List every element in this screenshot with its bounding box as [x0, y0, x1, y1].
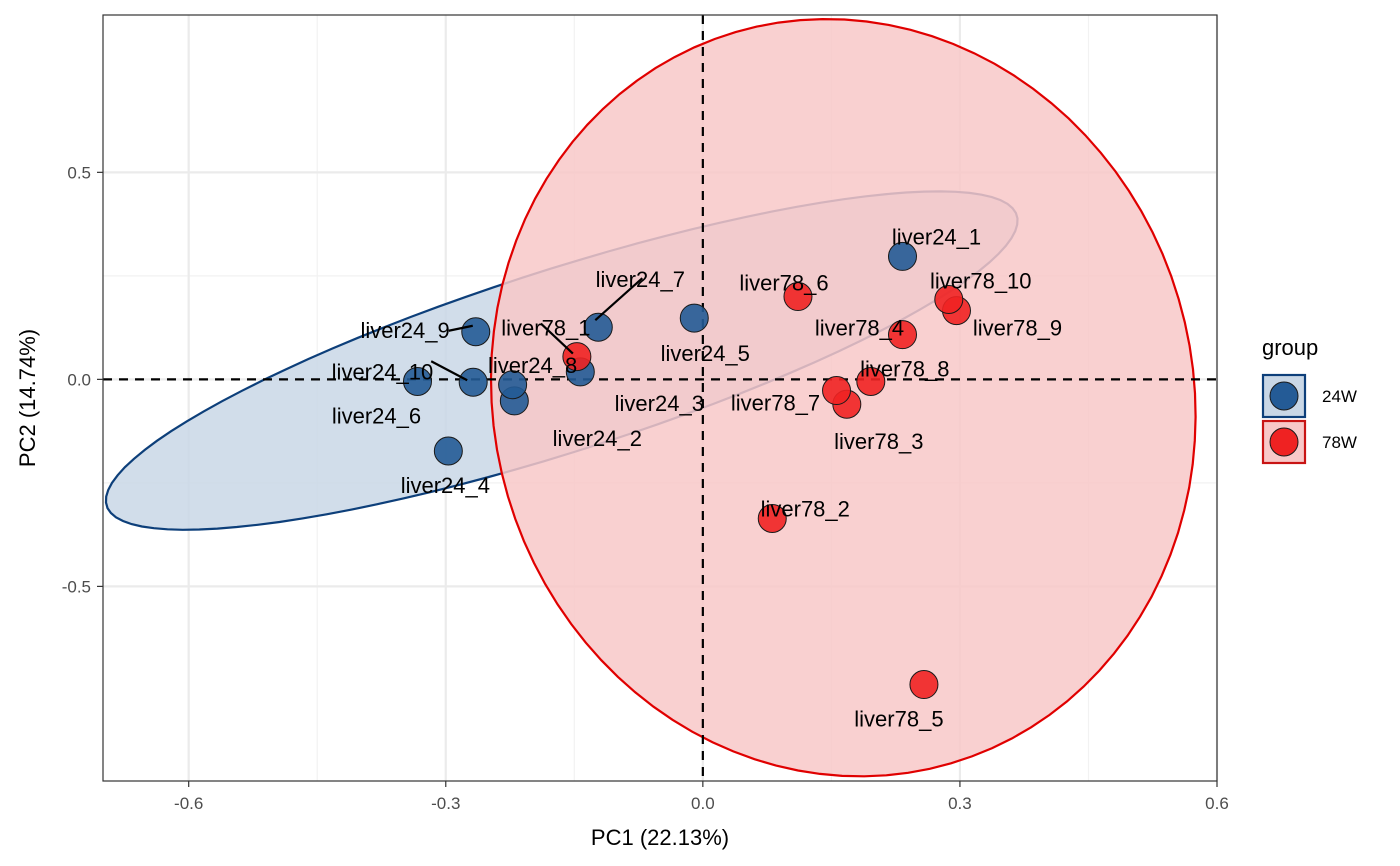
point-liver24-6	[402, 366, 432, 396]
point-label-liver24-4: liver24_4	[401, 473, 490, 498]
point-label-liver78-3: liver78_3	[834, 429, 923, 454]
point-label-liver24-7: liver24_7	[596, 267, 685, 292]
point-label-liver24-9: liver24_9	[360, 318, 449, 343]
label-leader-liver24-7	[594, 277, 644, 322]
x-tick-label: -0.6	[174, 794, 203, 813]
label-leader-liver24-10	[430, 360, 468, 382]
point-liver78-4	[888, 320, 918, 350]
point-label-liver78-8: liver78_8	[860, 356, 949, 381]
axis-ticks: -0.6 -0.3 0.0 0.3 0.6 0.5 0.0 -0.5	[62, 163, 1229, 813]
point-liver78-8	[856, 366, 886, 396]
y-axis-title: PC2 (14.74%)	[15, 329, 40, 467]
label-leader-liver24-9	[448, 324, 473, 332]
legend-entry-24w: 24W	[1261, 373, 1357, 419]
point-label-liver78-9: liver78_9	[973, 316, 1062, 341]
legend-label-78w: 78W	[1322, 433, 1357, 452]
point-label-liver24-5: liver24_5	[661, 341, 750, 366]
point-label-liver78-10: liver78_10	[930, 268, 1032, 293]
point-label-liver24-1: liver24_1	[892, 224, 981, 249]
legend-label-24w: 24W	[1322, 387, 1357, 406]
label-leader-liver78-1	[540, 322, 574, 355]
legend-entry-78w: 78W	[1261, 419, 1357, 465]
reference-lines	[103, 15, 1217, 781]
y-tick-label: -0.5	[62, 577, 91, 596]
point-liver24-9	[461, 317, 491, 347]
legend-title: group	[1262, 335, 1318, 360]
point-liver78-2	[757, 503, 787, 533]
x-tick-label: 0.6	[1205, 794, 1229, 813]
x-tick-label: -0.3	[431, 794, 460, 813]
point-liver24-7	[583, 312, 613, 342]
point-label-liver78-5: liver78_5	[854, 707, 943, 732]
point-liver78-5	[909, 670, 939, 700]
point-labels: liver24_1liver24_2liver24_3liver24_4live…	[332, 224, 1062, 731]
point-label-liver24-3: liver24_3	[615, 391, 704, 416]
legend-symbol-78w	[1269, 427, 1299, 457]
y-tick-label: 0.5	[67, 163, 91, 182]
point-label-liver24-10: liver24_10	[332, 359, 434, 384]
legend: group 24W 78W	[1261, 335, 1357, 465]
y-tick-label: 0.0	[67, 370, 91, 389]
point-liver78-7	[822, 376, 852, 406]
x-axis-title: PC1 (22.13%)	[591, 825, 729, 850]
point-liver24-8	[498, 370, 528, 400]
point-label-liver78-4: liver78_4	[815, 316, 904, 341]
point-label-liver24-8: liver24_8	[488, 353, 577, 378]
point-label-liver78-6: liver78_6	[739, 271, 828, 296]
point-liver78-6	[783, 282, 813, 312]
point-liver24-5	[679, 303, 709, 333]
point-label-liver24-2: liver24_2	[553, 426, 642, 451]
point-label-liver78-2: liver78_2	[761, 496, 850, 521]
point-label-liver24-6: liver24_6	[332, 403, 421, 428]
point-label-liver78-7: liver78_7	[731, 391, 820, 416]
point-label-liver78-1: liver78_1	[501, 316, 590, 341]
point-liver24-4	[433, 436, 463, 466]
point-liver24-1	[888, 241, 918, 271]
panel-border	[102, 14, 1218, 782]
x-tick-label: 0.3	[948, 794, 972, 813]
data-points	[402, 241, 971, 700]
point-liver78-10	[934, 284, 964, 314]
x-tick-label: 0.0	[691, 794, 715, 813]
point-liver24-10	[458, 367, 488, 397]
legend-symbol-24w	[1269, 381, 1299, 411]
